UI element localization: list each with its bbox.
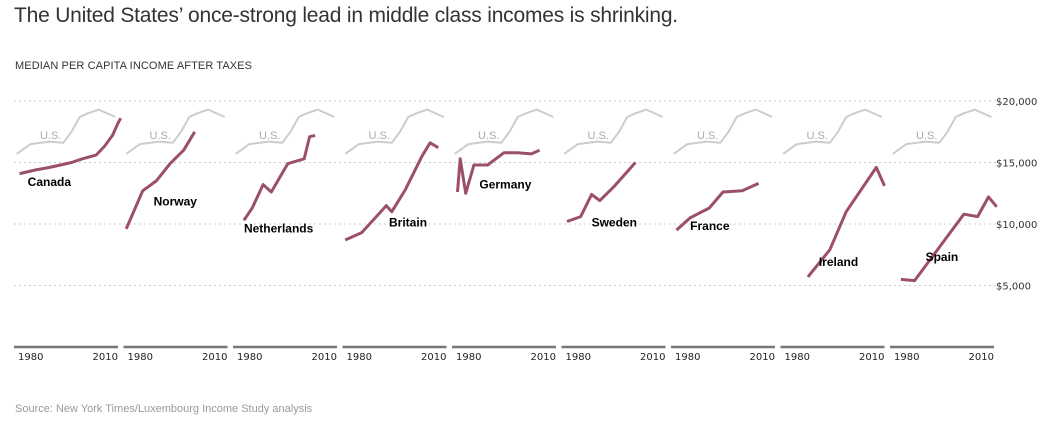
chart-subtitle: MEDIAN PER CAPITA INCOME AFTER TAXES	[15, 60, 253, 72]
x-tick-label: 2010	[312, 352, 337, 363]
x-tick-label: 2010	[859, 352, 884, 363]
country-line-spain	[900, 195, 998, 283]
us-line	[782, 108, 883, 155]
us-label: U.S.	[478, 130, 499, 142]
us-label: U.S.	[916, 130, 937, 142]
us-line	[454, 108, 554, 155]
country-line-norway	[124, 131, 196, 230]
x-tick-label: 2010	[969, 352, 994, 363]
us-label: U.S.	[697, 130, 718, 142]
country-label-spain: Spain	[926, 250, 959, 264]
country-label-sweden: Sweden	[592, 215, 637, 229]
x-tick-label: 2010	[531, 352, 556, 363]
us-line	[125, 108, 226, 155]
y-tick-label: $10,000	[996, 220, 1037, 231]
us-line	[673, 108, 773, 155]
us-line	[235, 108, 335, 155]
country-label-germany: Germany	[479, 177, 531, 191]
y-tick-label: $15,000	[996, 159, 1037, 170]
country-label-canada: Canada	[28, 175, 72, 189]
country-line-sweden	[566, 161, 637, 223]
x-tick-label: 1980	[894, 352, 919, 363]
country-label-britain: Britain	[389, 215, 427, 229]
x-tick-label: 1980	[566, 352, 591, 363]
country-label-ireland: Ireland	[819, 255, 858, 269]
country-label-norway: Norway	[154, 195, 198, 209]
country-line-france	[675, 182, 760, 232]
us-label: U.S.	[369, 130, 390, 142]
us-label: U.S.	[150, 130, 171, 142]
country-line-germany	[456, 148, 541, 195]
country-line-britain	[344, 141, 440, 242]
x-tick-label: 1980	[128, 352, 153, 363]
us-line	[16, 108, 116, 155]
source-note: Source: New York Times/Luxembourg Income…	[15, 403, 313, 415]
x-tick-label: 1980	[347, 352, 372, 363]
us-line	[892, 108, 992, 155]
x-tick-label: 2010	[202, 352, 227, 363]
x-tick-label: 2010	[640, 352, 665, 363]
us-label: U.S.	[807, 130, 828, 142]
x-tick-label: 1980	[18, 352, 43, 363]
x-tick-label: 2010	[421, 352, 446, 363]
x-tick-label: 1980	[237, 352, 262, 363]
x-tick-label: 1980	[675, 352, 700, 363]
us-label: U.S.	[588, 130, 609, 142]
country-line-canada	[19, 117, 123, 176]
x-tick-label: 1980	[456, 352, 481, 363]
us-label: U.S.	[40, 130, 61, 142]
x-tick-label: 2010	[93, 352, 118, 363]
x-tick-label: 1980	[785, 352, 810, 363]
us-label: U.S.	[259, 130, 280, 142]
country-label-france: France	[690, 219, 730, 233]
y-tick-label: $5,000	[996, 282, 1031, 293]
chart-title: The United States’ once-strong lead in m…	[14, 4, 678, 27]
y-tick-label: $20,000	[996, 97, 1037, 108]
us-line	[344, 108, 445, 155]
country-label-netherlands: Netherlands	[244, 222, 314, 236]
us-line	[563, 108, 664, 155]
x-tick-label: 2010	[750, 352, 775, 363]
small-multiples-chart: $5,000 $10,000 $15,000 $20,000 1980 2010 U.S. C…	[14, 97, 1037, 363]
country-line-netherlands	[242, 133, 316, 222]
country-line-ireland	[806, 165, 886, 278]
